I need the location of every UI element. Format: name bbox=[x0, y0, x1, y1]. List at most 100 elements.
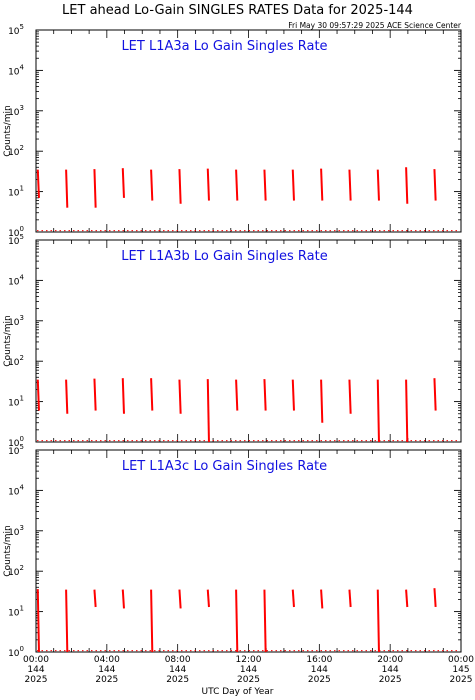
x-tick-year: 2025 bbox=[450, 675, 473, 685]
spike-mark bbox=[178, 379, 182, 414]
panel-frame bbox=[35, 449, 462, 653]
y-tick-label: 100 bbox=[8, 645, 24, 659]
x-tick-doy: 144 bbox=[240, 665, 257, 675]
spike-mark bbox=[433, 588, 437, 608]
y-tick-exponent: 1 bbox=[20, 185, 24, 193]
spike-mark bbox=[65, 379, 69, 414]
x-tick-doy: 144 bbox=[169, 665, 186, 675]
panel-title: LET L1A3a Lo Gain Singles Rate bbox=[121, 39, 327, 54]
spike-mark bbox=[348, 589, 352, 608]
spike-mark bbox=[320, 589, 324, 609]
chart-title: LET ahead Lo-Gain SINGLES RATES Data for… bbox=[62, 3, 413, 18]
x-tick-doy: 145 bbox=[452, 665, 469, 675]
spike-mark bbox=[93, 589, 97, 608]
y-tick-exponent: 4 bbox=[20, 273, 25, 281]
spike-mark bbox=[376, 589, 380, 653]
spike-mark bbox=[376, 379, 380, 443]
y-tick-exponent: 2 bbox=[20, 144, 24, 152]
spike-mark bbox=[178, 589, 182, 609]
spike-mark bbox=[263, 169, 267, 201]
spike-mark bbox=[263, 379, 267, 411]
spike-mark bbox=[235, 169, 239, 201]
spike-mark bbox=[376, 169, 380, 201]
y-tick-exponent: 5 bbox=[20, 443, 24, 451]
spike-mark bbox=[150, 378, 154, 411]
y-tick-label: 104 bbox=[8, 63, 24, 77]
x-tick-doy: 144 bbox=[98, 665, 115, 675]
spike-mark bbox=[291, 169, 295, 201]
spike-mark bbox=[348, 169, 352, 201]
spike-mark bbox=[121, 378, 125, 414]
spike-mark bbox=[206, 379, 210, 443]
y-axis-label: Counts/min bbox=[3, 525, 13, 576]
spike-mark bbox=[36, 589, 40, 653]
spike-mark bbox=[433, 169, 437, 201]
y-tick-exponent: 3 bbox=[20, 104, 24, 112]
y-tick-label: 101 bbox=[8, 395, 24, 409]
spike-mark bbox=[235, 379, 239, 411]
spike-mark bbox=[65, 169, 69, 208]
x-tick-time: 08:00 bbox=[165, 655, 191, 665]
x-tick-time: 04:00 bbox=[94, 655, 120, 665]
y-tick-exponent: 3 bbox=[20, 524, 24, 532]
y-tick-label: 104 bbox=[8, 483, 24, 497]
spike-mark bbox=[291, 379, 295, 411]
y-tick-exponent: 0 bbox=[20, 645, 24, 653]
spike-mark bbox=[121, 168, 125, 198]
spike-mark bbox=[178, 169, 182, 204]
y-tick-exponent: 5 bbox=[20, 233, 24, 241]
y-tick-exponent: 4 bbox=[20, 483, 25, 491]
spike-mark bbox=[405, 379, 409, 443]
x-tick-year: 2025 bbox=[237, 675, 260, 685]
spike-mark bbox=[291, 589, 295, 608]
spike-mark bbox=[235, 589, 239, 653]
spike-mark bbox=[348, 379, 352, 414]
y-tick-exponent: 5 bbox=[20, 23, 24, 31]
x-tick-year: 2025 bbox=[25, 675, 48, 685]
y-tick-label: 101 bbox=[8, 605, 24, 619]
x-tick-time: 00:00 bbox=[448, 655, 474, 665]
spike-mark bbox=[206, 589, 210, 608]
panel-frame bbox=[35, 29, 462, 233]
spike-mark bbox=[93, 378, 97, 411]
y-tick-exponent: 4 bbox=[20, 63, 25, 71]
x-tick-year: 2025 bbox=[95, 675, 118, 685]
panel-frame bbox=[35, 239, 462, 443]
panel-title: LET L1A3b Lo Gain Singles Rate bbox=[121, 249, 327, 264]
spike-mark bbox=[206, 168, 210, 201]
x-tick-year: 2025 bbox=[379, 675, 402, 685]
spike-mark bbox=[150, 169, 154, 201]
spike-mark bbox=[320, 379, 324, 423]
x-tick-time: 00:00 bbox=[23, 655, 49, 665]
spike-mark bbox=[121, 589, 125, 609]
x-tick-doy: 144 bbox=[27, 665, 44, 675]
y-tick-label: 105 bbox=[8, 23, 24, 37]
x-tick-year: 2025 bbox=[166, 675, 189, 685]
x-tick-year: 2025 bbox=[308, 675, 331, 685]
y-tick-label: 101 bbox=[8, 185, 24, 199]
spike-mark bbox=[263, 589, 267, 653]
y-tick-exponent: 2 bbox=[20, 354, 24, 362]
spike-mark bbox=[405, 167, 409, 204]
x-axis-label: UTC Day of Year bbox=[201, 687, 274, 697]
y-tick-exponent: 1 bbox=[20, 395, 24, 403]
spike-mark bbox=[93, 169, 97, 208]
timestamp: Fri May 30 09:57:29 2025 ACE Science Cen… bbox=[288, 21, 461, 30]
y-tick-exponent: 1 bbox=[20, 605, 24, 613]
x-tick-doy: 144 bbox=[311, 665, 328, 675]
spike-mark bbox=[433, 378, 437, 411]
y-tick-exponent: 2 bbox=[20, 564, 24, 572]
y-axis-label: Counts/min bbox=[3, 105, 13, 156]
spike-mark bbox=[150, 589, 154, 653]
x-tick-time: 12:00 bbox=[236, 655, 262, 665]
